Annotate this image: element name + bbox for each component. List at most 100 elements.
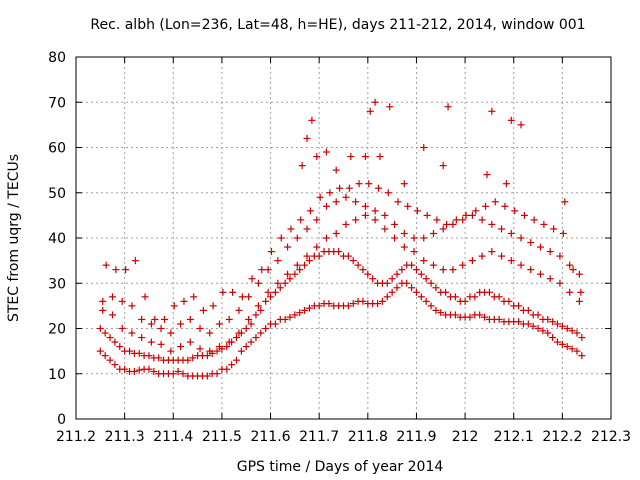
data-point: [291, 270, 299, 278]
data-point: [485, 288, 493, 296]
data-point: [128, 302, 136, 310]
data-point: [281, 315, 289, 323]
data-point: [449, 266, 457, 274]
data-point: [349, 257, 357, 265]
x-tick-label: 211.5: [202, 429, 242, 445]
data-point: [247, 338, 255, 346]
data-point: [384, 189, 392, 197]
data-point: [332, 166, 340, 174]
data-point: [491, 198, 499, 206]
data-point: [429, 261, 437, 269]
data-point: [549, 318, 557, 326]
y-tick-label: 60: [48, 141, 66, 157]
x-tick-label: 211.8: [348, 429, 388, 445]
data-point: [539, 327, 547, 335]
data-point: [546, 248, 554, 256]
data-point: [374, 300, 382, 308]
data-point: [349, 300, 357, 308]
data-point: [313, 153, 321, 161]
data-point: [471, 293, 479, 301]
data-point: [257, 329, 265, 337]
data-point: [206, 329, 214, 337]
data-point: [573, 329, 581, 337]
data-point: [378, 297, 386, 305]
data-point: [147, 338, 155, 346]
data-point: [229, 288, 237, 296]
data-point: [135, 349, 143, 357]
data-point: [169, 370, 177, 378]
data-point: [412, 266, 420, 274]
y-axis-ticks: 0 10 20 30 40 50 60 70 80: [48, 50, 611, 428]
data-point: [566, 288, 574, 296]
data-point: [179, 370, 187, 378]
data-point: [293, 261, 301, 269]
data-point: [527, 266, 535, 274]
data-point: [237, 347, 245, 355]
data-point: [530, 216, 538, 224]
data-point: [189, 354, 197, 362]
data-point: [303, 252, 311, 260]
data-point: [332, 229, 340, 237]
data-point: [566, 261, 574, 269]
data-point: [478, 216, 486, 224]
data-point: [517, 234, 525, 242]
data-point: [291, 311, 299, 319]
data-point: [347, 153, 355, 161]
data-point: [575, 270, 583, 278]
data-point: [495, 293, 503, 301]
data-point: [442, 288, 450, 296]
data-point: [517, 121, 525, 129]
data-point: [383, 293, 391, 301]
data-point: [433, 216, 441, 224]
grid-lines: [76, 57, 611, 419]
data-point: [364, 270, 372, 278]
data-point: [147, 320, 155, 328]
x-tick-label: 211.2: [56, 429, 96, 445]
data-point: [376, 153, 384, 161]
data-point: [366, 107, 374, 115]
x-tick-label: 211.9: [396, 429, 436, 445]
data-point: [544, 329, 552, 337]
data-point: [544, 315, 552, 323]
data-point: [432, 284, 440, 292]
data-point: [422, 297, 430, 305]
data-point: [437, 309, 445, 317]
data-point: [296, 309, 304, 317]
data-point: [102, 261, 110, 269]
data-point: [451, 293, 459, 301]
data-point: [524, 320, 532, 328]
data-point: [578, 352, 586, 360]
data-point: [271, 288, 279, 296]
data-point: [563, 343, 571, 351]
data-point: [177, 320, 185, 328]
data-point: [472, 207, 480, 215]
y-tick-label: 50: [48, 186, 66, 202]
y-tick-label: 0: [57, 412, 66, 428]
data-point: [209, 302, 217, 310]
data-point: [235, 329, 243, 337]
data-point: [386, 103, 394, 111]
y-tick-label: 10: [48, 367, 66, 383]
data-point: [554, 320, 561, 328]
data-point: [354, 261, 362, 269]
data-point: [507, 229, 515, 237]
data-point: [303, 225, 311, 233]
data-point: [177, 343, 185, 351]
data-point: [257, 306, 265, 314]
data-point: [577, 288, 585, 296]
data-point: [313, 243, 321, 251]
data-point: [336, 184, 344, 192]
data-point: [264, 266, 272, 274]
data-point: [391, 234, 399, 242]
data-point: [287, 225, 295, 233]
data-point: [554, 338, 561, 346]
data-point: [293, 234, 301, 242]
data-point: [452, 216, 460, 224]
x-tick-label: 212.3: [591, 429, 631, 445]
data-point: [568, 327, 576, 335]
data-point: [225, 338, 233, 346]
data-point: [108, 311, 116, 319]
data-point: [345, 184, 353, 192]
data-point: [573, 347, 581, 355]
data-point: [112, 266, 120, 274]
